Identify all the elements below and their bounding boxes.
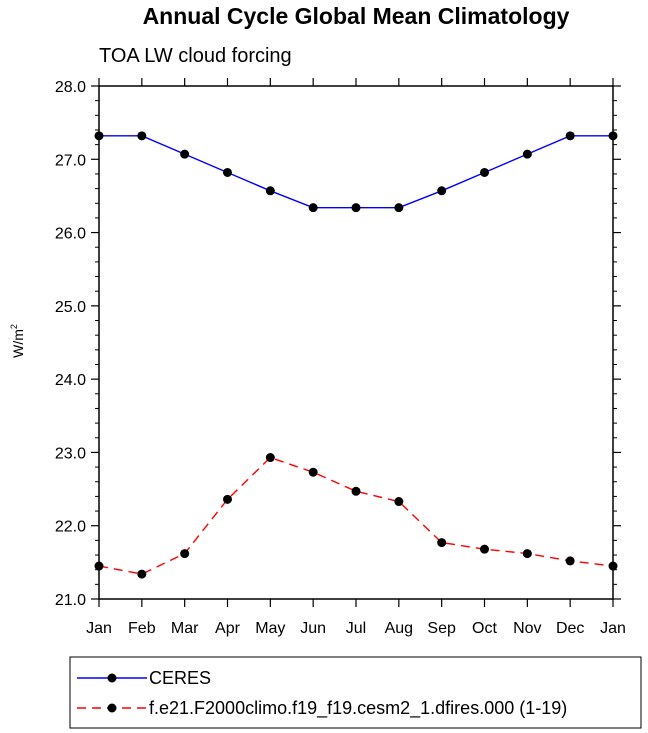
x-tick-label: Jul <box>346 620 366 637</box>
data-point <box>565 556 575 566</box>
y-tick-label: 23.0 <box>55 445 86 462</box>
legend-label: f.e21.F2000climo.f19_f19.cesm2_1.dfires.… <box>149 698 567 719</box>
y-tick-label: 25.0 <box>55 299 86 316</box>
series-line <box>99 135 613 209</box>
data-point <box>480 544 489 554</box>
data-point <box>223 494 232 504</box>
y-tick-label: 26.0 <box>55 226 86 243</box>
y-axis: 21.0 22.0 23.0 24.0 25.0 26.0 27.0 28.0 <box>55 79 621 609</box>
x-tick-label: Feb <box>128 620 156 637</box>
data-point <box>351 486 361 496</box>
plot-area <box>94 131 618 579</box>
legend-box <box>69 656 642 729</box>
x-axis: Jan Feb Mar Apr May Jun Jul Aug Sep Oct Nov Dec Jan <box>86 78 626 637</box>
x-tick-label: Jan <box>600 620 626 637</box>
x-tick-label: Dec <box>556 620 584 637</box>
data-point <box>480 167 489 177</box>
data-point <box>394 203 404 213</box>
x-tick-label: May <box>255 620 285 637</box>
x-tick-label: Apr <box>215 620 241 637</box>
data-point <box>437 538 447 548</box>
data-point <box>522 149 532 159</box>
x-tick-label: Sep <box>427 620 456 637</box>
series-1 <box>94 453 618 579</box>
data-point <box>565 131 575 141</box>
series-0 <box>94 131 618 213</box>
y-tick-label: 22.0 <box>55 519 86 536</box>
data-point <box>308 203 318 213</box>
data-point <box>394 497 404 507</box>
legend: CERES f.e21.F2000climo.f19_f19.cesm2_1.df… <box>69 656 642 729</box>
data-point <box>180 549 190 559</box>
legend-label: CERES <box>149 668 211 688</box>
y-tick-label: 21.0 <box>55 592 86 609</box>
x-tick-label: Oct <box>472 620 497 637</box>
data-point <box>522 549 532 559</box>
y-tick-label: 24.0 <box>55 372 86 389</box>
y-axis-label: W/m2 <box>9 324 26 358</box>
data-point <box>137 131 147 141</box>
chart-subtitle: TOA LW cloud forcing <box>99 45 292 67</box>
plot-frame <box>98 85 614 600</box>
x-tick-label: Mar <box>171 620 199 637</box>
data-point <box>265 453 275 463</box>
data-point <box>223 167 232 177</box>
data-point <box>351 203 361 213</box>
y-tick-label: 27.0 <box>55 152 86 169</box>
data-point <box>137 569 147 579</box>
x-tick-label: Jun <box>300 620 326 637</box>
data-point <box>180 149 190 159</box>
chart-title: Annual Cycle Global Mean Climatology <box>143 3 570 29</box>
x-tick-label: Aug <box>385 620 413 637</box>
series-line <box>98 456 614 575</box>
legend-marker <box>107 673 117 683</box>
x-tick-label: Nov <box>513 620 541 637</box>
data-point <box>308 467 318 477</box>
y-tick-label: 28.0 <box>55 79 86 96</box>
x-tick-label: Jan <box>86 620 112 637</box>
data-point <box>437 186 447 196</box>
data-point <box>265 186 275 196</box>
legend-marker <box>107 703 117 713</box>
